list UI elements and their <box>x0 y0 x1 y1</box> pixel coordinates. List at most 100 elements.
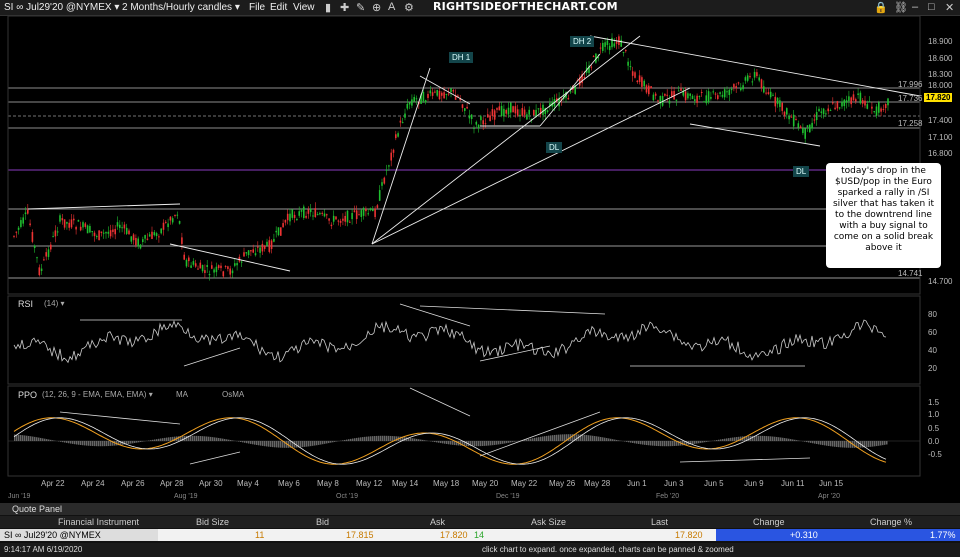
candle-body <box>654 93 657 96</box>
osma-bar <box>846 441 848 448</box>
cursor-icon[interactable]: ✚ <box>340 2 350 14</box>
osma-bar <box>506 441 508 444</box>
osma-bar <box>68 441 70 444</box>
header-bid[interactable]: Bid <box>316 517 330 527</box>
osma-bar <box>104 441 106 447</box>
annotation-callout: today's drop in the $USD/pop in the Euro… <box>826 163 941 268</box>
ppo-pane-frame <box>7 385 921 477</box>
osma-bar <box>298 441 300 448</box>
menu-file[interactable]: File <box>249 2 266 13</box>
osma-bar <box>856 441 858 448</box>
osma-bar <box>280 441 282 448</box>
candle-body <box>165 221 167 223</box>
chart-canvas[interactable] <box>0 16 960 503</box>
osma-bar <box>472 441 474 447</box>
rsi-axis-label: 80 <box>928 310 937 319</box>
candle-body <box>795 118 797 120</box>
candle-body <box>652 94 655 101</box>
candle-body <box>73 218 75 221</box>
ppo-ma-label[interactable]: MA <box>176 390 188 399</box>
header-last[interactable]: Last <box>651 517 669 527</box>
osma-bar <box>346 439 348 441</box>
header-change-pct[interactable]: Change % <box>870 517 913 527</box>
candle-body <box>174 215 176 217</box>
osma-bar <box>636 441 638 444</box>
osma-bar <box>92 441 94 447</box>
lock-icon[interactable]: 🔒 <box>874 2 888 14</box>
osma-bar <box>810 441 812 443</box>
quote-row[interactable]: SI ∞ Jul29'20 @NYMEX 11 17.815 17.820 14… <box>0 529 960 541</box>
candle-body <box>383 177 386 184</box>
osma-bar <box>828 441 830 446</box>
candle-body <box>293 214 296 218</box>
header-instrument[interactable]: Financial Instrument <box>58 517 140 527</box>
header-bid-size[interactable]: Bid Size <box>196 517 230 527</box>
osma-bar <box>120 441 122 446</box>
osma-bar <box>478 441 480 447</box>
symbol-selector[interactable]: SI ∞ Jul29'20 @NYMEX ▾ <box>4 2 120 13</box>
candle-body <box>857 93 859 96</box>
candle-body <box>206 265 208 268</box>
maximize-icon[interactable]: □ <box>928 1 935 13</box>
rsi-params[interactable]: (14) ▾ <box>44 299 65 308</box>
osma-bar <box>406 437 408 441</box>
candle-body <box>70 219 73 228</box>
osma-bar <box>156 439 158 441</box>
osma-bar <box>646 441 648 446</box>
candle-body <box>29 223 31 226</box>
candle-body <box>431 92 434 96</box>
candle-body <box>98 230 100 241</box>
osma-bar <box>34 436 36 441</box>
candle-body <box>40 268 43 271</box>
osma-bar <box>864 441 866 448</box>
osma-bar <box>758 435 760 441</box>
osma-bar <box>284 441 286 448</box>
header-ask[interactable]: Ask <box>430 517 446 527</box>
header-ask-size[interactable]: Ask Size <box>531 517 567 527</box>
ppo-params[interactable]: (12, 26, 9 - EMA, EMA, EMA) ▾ <box>42 390 153 399</box>
candle-body <box>305 215 307 218</box>
menu-view[interactable]: View <box>293 2 315 13</box>
ppo-osma-label[interactable]: OsMA <box>222 390 245 399</box>
zoom-icon[interactable]: ⊕ <box>372 2 382 14</box>
draw-icon[interactable]: ✎ <box>356 2 366 14</box>
close-icon[interactable]: ✕ <box>945 2 955 14</box>
osma-bar <box>214 437 216 441</box>
candle-body <box>158 236 160 238</box>
text-icon[interactable]: A <box>388 1 396 13</box>
candle-body <box>86 225 89 234</box>
candle-body <box>526 114 528 120</box>
osma-bar <box>514 441 516 442</box>
settings-icon[interactable]: ⚙ <box>404 2 414 14</box>
candle-body <box>703 101 705 103</box>
osma-bar <box>164 437 166 441</box>
candle-body <box>599 47 602 49</box>
osma-bar <box>634 441 636 444</box>
candle-body <box>583 76 586 79</box>
menu-edit[interactable]: Edit <box>270 2 288 13</box>
cell-ask: 17.820 <box>440 530 468 540</box>
candle-body <box>280 227 282 236</box>
osma-bar <box>582 434 584 441</box>
osma-bar <box>790 439 792 441</box>
osma-bar <box>200 436 202 441</box>
candle-body <box>151 231 153 239</box>
minimize-icon[interactable]: – <box>912 1 919 13</box>
interval-selector[interactable]: 2 Months/Hourly candles ▾ <box>122 2 240 13</box>
candle-body <box>507 107 510 115</box>
osma-bar <box>188 435 190 441</box>
osma-bar <box>610 438 612 441</box>
header-change[interactable]: Change <box>753 517 785 527</box>
candle-body <box>420 94 422 104</box>
time-axis-label: Apr 28 <box>160 479 184 488</box>
cell-instrument[interactable]: SI ∞ Jul29'20 @NYMEX <box>0 529 158 541</box>
candle-body <box>691 95 694 100</box>
candle-body <box>774 96 777 107</box>
osma-bar <box>424 440 426 441</box>
quote-panel-title[interactable]: Quote Panel <box>0 503 960 515</box>
chart-type-icon[interactable]: ▮ <box>325 2 332 14</box>
link-icon[interactable]: ⛓ <box>894 2 908 14</box>
osma-bar <box>826 441 828 446</box>
candle-body <box>742 85 744 90</box>
candle-body <box>763 86 765 93</box>
